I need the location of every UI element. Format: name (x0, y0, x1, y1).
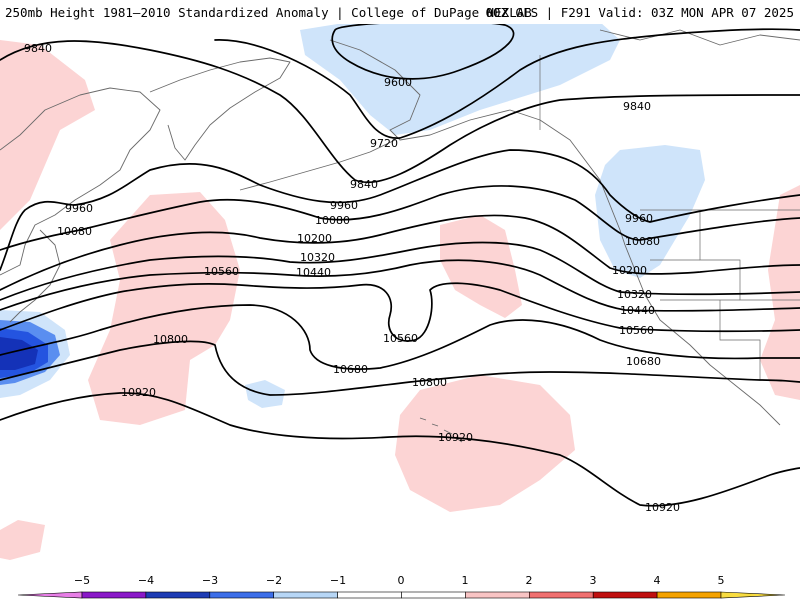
anomaly-positive-region (440, 215, 522, 318)
contour-label: 10920 (121, 386, 156, 399)
colorbar-tick-label: −3 (202, 574, 218, 587)
map-panel: 9840 9600 9720 9840 9840 9960 9960 9960 … (0, 24, 800, 572)
contour-10320 (0, 241, 800, 301)
anomaly-positive-region (88, 192, 240, 425)
colorbar-tick-label: −1 (330, 574, 346, 587)
contour-label: 10320 (617, 288, 652, 301)
contour-10440 (0, 259, 800, 312)
colorbar-tick-label: 4 (654, 574, 661, 587)
contour-label: 10560 (204, 265, 239, 278)
contour-label: 10080 (57, 225, 92, 238)
contour-label: 9720 (370, 137, 398, 150)
contour-label: 10680 (333, 363, 368, 376)
colorbar-legend: −5 −4 −3 −2 −1 0 1 2 3 4 5 (17, 574, 786, 599)
contour-label: 9840 (350, 178, 378, 191)
contour-label: 9840 (623, 100, 651, 113)
colorbar-bin (273, 591, 338, 599)
colorbar-bin (656, 591, 722, 599)
contour-10680 (0, 304, 800, 370)
anomaly-negative-region (595, 145, 705, 278)
colorbar (17, 591, 786, 599)
contour-label: 10080 (315, 214, 350, 227)
colorbar-tick-labels: −5 −4 −3 −2 −1 0 1 2 3 4 5 (74, 574, 725, 587)
header: 250mb Height 1981–2010 Standardized Anom… (0, 0, 800, 24)
contour-label: 10560 (383, 332, 418, 345)
colorbar-bin (337, 591, 402, 599)
contour-10080 (0, 185, 800, 251)
contour-label: 10200 (297, 232, 332, 245)
colorbar-bin (720, 591, 786, 599)
contour-9720 (214, 28, 800, 139)
colorbar-tick-label: −5 (74, 574, 90, 587)
colorbar-bin (401, 591, 466, 599)
contour-9960 (0, 149, 800, 271)
contour-10920 (0, 392, 800, 507)
aleutian-islands (239, 139, 396, 191)
colorbar-tick-label: 5 (718, 574, 725, 587)
colorbar-tick-label: 0 (398, 574, 405, 587)
japan-coastline (9, 229, 61, 323)
contour-10200 (0, 214, 800, 291)
anomaly-positive-region (0, 520, 45, 560)
colorbar-bin (81, 591, 147, 599)
model-run-info: 00Z GFS | F291 Valid: 03Z MON APR 07 202… (485, 5, 794, 20)
colorbar-tick-label: −4 (138, 574, 154, 587)
colorbar-tick-label: 2 (526, 574, 533, 587)
contour-label: 10200 (612, 264, 647, 277)
hawaii-islands (419, 417, 463, 443)
contour-label: 10440 (620, 304, 655, 317)
asia-coastline (0, 87, 161, 276)
colorbar-bin (528, 591, 594, 599)
colorbar-bin (465, 591, 530, 599)
anomaly-positive-region (395, 375, 575, 512)
contour-label: 10320 (300, 251, 335, 264)
anomaly-negative-region (0, 337, 38, 370)
anomaly-positive-region (0, 40, 95, 230)
political-borders (539, 55, 800, 380)
kamchatka-coastline (149, 57, 291, 161)
contour-label: 9960 (330, 199, 358, 212)
contour-label: 9960 (65, 202, 93, 215)
contour-label: 10560 (619, 324, 654, 337)
north-america-coastline (624, 244, 781, 426)
colorbar-bin (592, 591, 658, 599)
contour-10560 (0, 282, 800, 342)
contour-label: 9960 (625, 212, 653, 225)
contour-label: 10440 (296, 266, 331, 279)
contour-9840 (0, 40, 800, 184)
contour-9600 (331, 24, 515, 80)
contour-label: 10680 (626, 355, 661, 368)
colorbar-tick-label: 1 (462, 574, 469, 587)
alaska-coastline (329, 39, 626, 246)
contour-label: 10920 (438, 431, 473, 444)
contour-10800 (0, 340, 800, 396)
anomaly-negative-region (300, 24, 620, 135)
contour-label: 9840 (24, 42, 52, 55)
map-title: 250mb Height 1981–2010 Standardized Anom… (5, 5, 532, 20)
coastlines (0, 29, 800, 443)
contour-label: 9600 (384, 76, 412, 89)
contour-label: 10800 (412, 376, 447, 389)
colorbar-bin (17, 591, 83, 599)
contour-labels: 9840 9600 9720 9840 9840 9960 9960 9960 … (24, 42, 680, 514)
colorbar-bin (145, 591, 211, 599)
contour-label: 10080 (625, 235, 660, 248)
contour-label: 10920 (645, 501, 680, 514)
colorbar-tick-label: 3 (590, 574, 597, 587)
contour-label: 10800 (153, 333, 188, 346)
colorbar-tick-label: −2 (266, 574, 282, 587)
colorbar-bin (209, 591, 275, 599)
height-contours (0, 24, 800, 507)
